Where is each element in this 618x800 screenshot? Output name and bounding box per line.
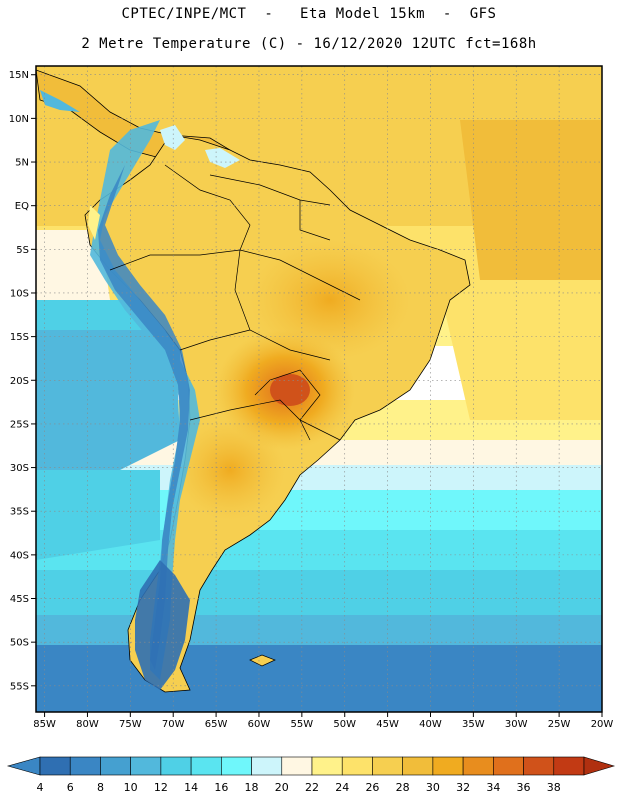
country-borders bbox=[109, 164, 361, 441]
lon-tick-label: 25W bbox=[548, 719, 571, 730]
colorbar-label: 24 bbox=[335, 781, 349, 794]
colorbar-swatch bbox=[372, 756, 403, 776]
lat-tick-label: 30S bbox=[10, 463, 29, 474]
colorbar-label: 22 bbox=[305, 781, 319, 794]
colorbar-swatch bbox=[341, 756, 373, 776]
lat-tick-label: 25S bbox=[10, 419, 29, 430]
temperature-field bbox=[36, 66, 602, 712]
colorbar-swatch bbox=[462, 756, 494, 776]
colorbar-label: 34 bbox=[486, 781, 500, 794]
colorbar-label: 4 bbox=[37, 781, 44, 794]
lon-tick-label: 20W bbox=[591, 719, 614, 730]
colorbar-swatch bbox=[39, 756, 71, 776]
colorbar-label: 26 bbox=[365, 781, 379, 794]
lon-tick-label: 60W bbox=[248, 719, 271, 730]
latitude-axis: 15N 10N 5N EQ 5S 10S 15S 20S 25S 30S 35S 40S 45S 50S 5… bbox=[9, 70, 36, 692]
colorbar-label: 20 bbox=[275, 781, 289, 794]
colorbar-label: 8 bbox=[97, 781, 104, 794]
colorbar-label: 32 bbox=[456, 781, 470, 794]
lat-tick-label: 50S bbox=[10, 638, 29, 649]
lon-tick-label: 55W bbox=[291, 719, 314, 730]
colorbar-swatch bbox=[432, 756, 464, 776]
lon-tick-label: 30W bbox=[505, 719, 528, 730]
colorbar-label: 16 bbox=[214, 781, 228, 794]
map-frame bbox=[35, 65, 603, 713]
colorbar-swatch bbox=[190, 756, 222, 776]
chart-title-line-2: 2 Metre Temperature (C) - 16/12/2020 12U… bbox=[81, 36, 537, 52]
longitude-axis: 85W 80W 75W 70W 65W 60W 55W 50W 45W 40W 35W 30W 25W 2… bbox=[33, 712, 613, 730]
lat-tick-label: 5S bbox=[16, 245, 29, 256]
colorbar-high-arrow bbox=[583, 756, 616, 776]
colorbar-label: 18 bbox=[245, 781, 259, 794]
lat-tick-label: 55S bbox=[10, 681, 29, 692]
chart-title-line-1: CPTEC/INPE/MCT - Eta Model 15km - GFS bbox=[121, 6, 497, 22]
lon-tick-label: 80W bbox=[76, 719, 99, 730]
lat-tick-label: 5N bbox=[15, 158, 29, 169]
colorbar-label: 38 bbox=[547, 781, 561, 794]
lon-tick-label: 65W bbox=[205, 719, 228, 730]
colorbar-label: 12 bbox=[154, 781, 168, 794]
colorbar-swatch bbox=[493, 756, 524, 776]
color-legend: 4 6 8 10 12 14 16 18 20 22 24 26 28 30 32 34 36 38 bbox=[6, 756, 616, 794]
lon-tick-label: 85W bbox=[33, 719, 56, 730]
colorbar-label: 30 bbox=[426, 781, 440, 794]
lat-tick-label: 15N bbox=[9, 70, 29, 81]
colorbar-swatch bbox=[100, 756, 131, 776]
colorbar-swatch bbox=[523, 756, 555, 776]
lon-tick-label: 40W bbox=[419, 719, 442, 730]
colorbar-swatch bbox=[402, 756, 434, 776]
colorbar-swatch bbox=[281, 756, 313, 776]
colorbar-swatch bbox=[130, 756, 162, 776]
lat-tick-label: 35S bbox=[10, 507, 29, 518]
colorbar-label: 10 bbox=[124, 781, 138, 794]
lon-tick-label: 45W bbox=[376, 719, 399, 730]
colorbar-swatch bbox=[311, 756, 343, 776]
lon-tick-label: 35W bbox=[462, 719, 485, 730]
lat-tick-label: 45S bbox=[10, 594, 29, 605]
lat-tick-label: 10N bbox=[9, 114, 29, 125]
lat-tick-label: 10S bbox=[10, 288, 29, 299]
lon-tick-label: 75W bbox=[119, 719, 142, 730]
lat-tick-label: 15S bbox=[10, 332, 29, 343]
colorbar-swatch bbox=[251, 756, 283, 776]
lon-tick-label: 50W bbox=[333, 719, 356, 730]
colorbar-swatch bbox=[160, 756, 192, 776]
colorbar-swatch bbox=[553, 756, 585, 776]
colorbar-swatch bbox=[69, 756, 101, 776]
colorbar-label: 14 bbox=[184, 781, 198, 794]
colorbar-swatch bbox=[221, 756, 252, 776]
lat-tick-label: 40S bbox=[10, 550, 29, 561]
colorbar-label: 28 bbox=[396, 781, 410, 794]
lat-tick-label: EQ bbox=[15, 201, 29, 212]
lat-tick-label: 20S bbox=[10, 376, 29, 387]
colorbar-label: 6 bbox=[67, 781, 74, 794]
lon-tick-label: 70W bbox=[162, 719, 185, 730]
colorbar-low-arrow bbox=[6, 756, 41, 776]
colorbar-label: 36 bbox=[517, 781, 531, 794]
